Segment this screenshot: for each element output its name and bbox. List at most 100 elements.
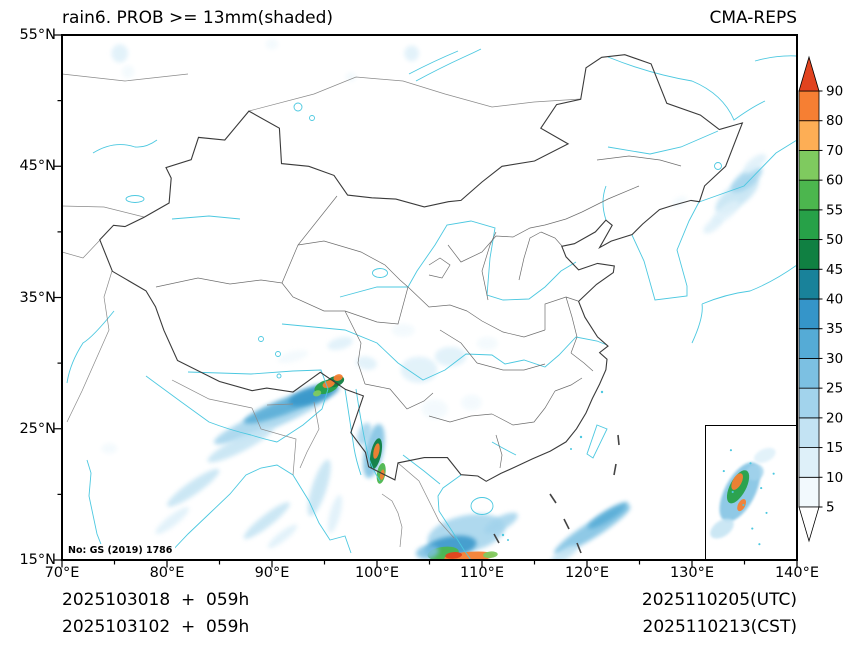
colorbar-tick-label: 90 <box>826 84 843 100</box>
y-tick-label: 35°N <box>19 289 56 306</box>
shade-blob <box>327 336 354 351</box>
colorbar: 5 10 15 20 25 30 35 40 45 50 55 60 70 80 90 <box>798 55 857 543</box>
colorbar-arrow-top <box>798 55 820 92</box>
colorbar-tick-label: 80 <box>826 113 843 129</box>
geography-layer <box>62 48 797 560</box>
island-dot <box>751 527 754 530</box>
colorbar-tick-label: 35 <box>826 321 843 337</box>
island-dot <box>758 543 761 546</box>
colorbar-segment <box>798 268 820 300</box>
shade-blob <box>333 374 343 382</box>
colorbar-tick-label: 5 <box>826 500 835 516</box>
colorbar-segment <box>798 417 820 448</box>
water-features <box>66 48 797 560</box>
shade-blob <box>434 346 467 367</box>
china-national-boundary <box>99 54 744 482</box>
colorbar-segment <box>798 239 820 270</box>
valid-time-utc: 2025110205(UTC) <box>641 590 797 610</box>
x-tick-label: 130°E <box>669 565 715 581</box>
x-tick-label: 100°E <box>354 565 400 581</box>
valid-time-cst: 2025110213(CST) <box>642 617 797 637</box>
shade-blob <box>243 502 290 540</box>
inset-shade-blob <box>737 499 746 512</box>
shade-blob <box>267 524 298 549</box>
south-china-sea-inset <box>705 425 797 560</box>
shade-blob <box>307 459 331 516</box>
shade-blob <box>357 422 372 446</box>
island-dot <box>749 462 752 465</box>
shade-blob <box>345 72 356 82</box>
colorbar-tick-label: 15 <box>826 440 843 456</box>
x-tick-label: 110°E <box>459 565 505 581</box>
shade-blob <box>356 356 377 370</box>
precipitation-probability-shading <box>101 38 767 560</box>
x-tick-label: 80°E <box>149 565 185 581</box>
island-dot <box>731 490 734 494</box>
inset-shade-blob <box>753 447 776 464</box>
shade-blob <box>730 166 763 193</box>
inset-shade-blob <box>746 464 764 481</box>
colorbar-tick-label: 10 <box>826 470 843 486</box>
colorbar-segment <box>798 387 820 419</box>
map-approval-number: No: GS (2019) 1786 <box>65 543 176 557</box>
shade-blob <box>277 350 309 364</box>
shade-blob <box>121 65 135 79</box>
y-tick-label: 25°N <box>19 420 56 437</box>
shade-blob <box>313 390 322 397</box>
y-tick-label: 15°N <box>19 551 56 568</box>
colorbar-segment <box>798 120 820 151</box>
island-dot <box>742 503 745 507</box>
colorbar-segment <box>798 447 820 478</box>
shade-blob <box>483 551 498 559</box>
colorbar-tick-label: 55 <box>826 202 843 218</box>
colorbar-segment <box>798 150 820 181</box>
colorbar-tick-label: 60 <box>826 173 843 189</box>
colorbar-segment <box>798 90 820 122</box>
inset-shade-blob <box>710 518 734 539</box>
init-time-cst: 2025103102 + 059h <box>62 617 250 637</box>
colorbar-tick-label: 30 <box>826 351 843 367</box>
shade-blob <box>373 443 380 459</box>
colorbar-tick-label: 20 <box>826 410 843 426</box>
shade-blob <box>391 323 415 337</box>
island-dot <box>772 472 775 475</box>
island-dot <box>729 449 732 452</box>
y-tick-label: 45°N <box>19 157 56 174</box>
shade-blob <box>379 469 385 480</box>
colorbar-segment <box>798 476 820 508</box>
inset-shade-blob <box>731 473 743 490</box>
shade-blob <box>111 44 129 63</box>
shade-blob <box>476 336 498 350</box>
x-tick-label: 90°E <box>254 565 290 581</box>
plot-title: rain6. PROB >= 13mm(shaded) <box>62 8 334 28</box>
inset-islands <box>722 449 775 546</box>
shade-blob <box>743 154 767 174</box>
colorbar-arrow-bottom <box>798 506 820 543</box>
colorbar-tick-label: 45 <box>826 262 843 278</box>
init-time-utc: 2025103018 + 059h <box>62 590 250 610</box>
shade-blob <box>265 38 279 50</box>
province-boundaries <box>155 155 682 469</box>
x-tick-label: 70°E <box>44 565 80 581</box>
shade-blob <box>415 545 439 559</box>
foreign-borders <box>62 73 582 548</box>
island-dot <box>760 487 763 490</box>
colorbar-segment <box>798 298 820 330</box>
colorbar-tick-label: 40 <box>826 292 843 308</box>
shade-blob <box>207 426 274 463</box>
plot-frame <box>61 34 798 561</box>
shade-blob <box>400 356 438 383</box>
shade-blob <box>461 394 482 411</box>
shade-blob <box>404 45 419 62</box>
maritime-dash-line <box>493 434 620 554</box>
shade-blob <box>703 217 723 234</box>
shade-blob <box>445 552 463 559</box>
colorbar-tick-label: 70 <box>826 143 843 159</box>
model-name: CMA-REPS <box>709 8 797 28</box>
colorbar-tick-label: 25 <box>826 381 843 397</box>
island-dot <box>765 511 768 514</box>
map-plot: No: GS (2019) 1786 <box>54 34 798 568</box>
x-tick-label: 120°E <box>564 565 610 581</box>
y-tick-label: 55°N <box>19 26 56 43</box>
